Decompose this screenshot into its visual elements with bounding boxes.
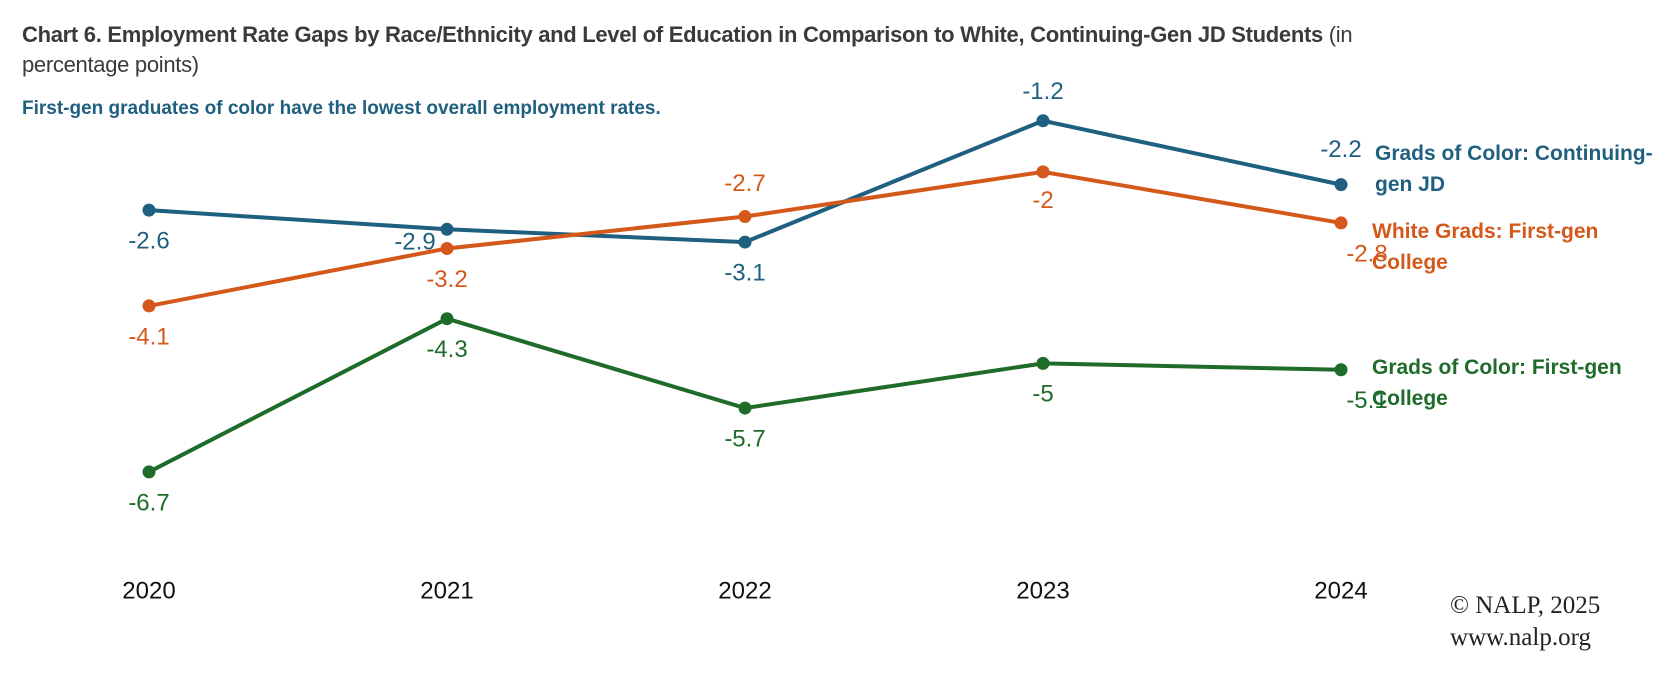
point xyxy=(440,222,454,236)
data-label: -3.2 xyxy=(426,266,467,293)
point xyxy=(440,241,454,255)
x-tick-label: 2021 xyxy=(420,577,473,604)
point xyxy=(440,312,454,326)
data-label: -5.1 xyxy=(1346,387,1387,414)
data-label: -5 xyxy=(1032,381,1053,408)
credit-line: www.nalp.org xyxy=(1450,624,1591,651)
title-text: Chart 6. Employment Rate Gaps by Race/Et… xyxy=(22,22,1323,47)
data-label: -1.2 xyxy=(1022,78,1063,105)
point xyxy=(738,401,752,415)
x-tick-label: 2020 xyxy=(122,577,175,604)
point xyxy=(1036,356,1050,370)
data-label: -2.8 xyxy=(1346,240,1387,267)
point xyxy=(1036,165,1050,179)
point xyxy=(738,210,752,224)
point xyxy=(1334,178,1348,192)
data-label: -2 xyxy=(1032,187,1053,214)
point xyxy=(1334,363,1348,377)
data-label: -3.1 xyxy=(724,259,765,286)
legend-label: Grads of Color: First-gen College xyxy=(1372,356,1622,410)
credit-line: © NALP, 2025 xyxy=(1450,592,1601,619)
data-label: -2.6 xyxy=(128,227,169,254)
chart-title: Chart 6. Employment Rate Gaps by Race/Et… xyxy=(22,20,1362,80)
title-unit: (in percentage points) xyxy=(22,22,1353,77)
data-label: -6.7 xyxy=(128,489,169,516)
subtitle: First-gen graduates of color have the lo… xyxy=(22,98,661,119)
data-label: -5.7 xyxy=(724,425,765,452)
x-tick-label: 2023 xyxy=(1016,577,1069,604)
x-tick-label: 2022 xyxy=(718,577,771,604)
data-label: -2.2 xyxy=(1320,136,1361,163)
x-tick-label: 2024 xyxy=(1314,577,1367,604)
data-label: -2.7 xyxy=(724,170,765,197)
data-label: -4.3 xyxy=(426,336,467,363)
legend-label: Grads of Color: Continuing-gen JD xyxy=(1375,142,1653,196)
point xyxy=(1334,216,1348,230)
point xyxy=(1036,114,1050,128)
point xyxy=(142,465,156,479)
credit: © NALP, 2025 www.nalp.org xyxy=(1450,590,1600,654)
point xyxy=(142,203,156,217)
point xyxy=(738,235,752,249)
data-label: -4.1 xyxy=(128,323,169,350)
legend-label: White Grads: First-gen College xyxy=(1372,220,1599,274)
point xyxy=(142,299,156,313)
